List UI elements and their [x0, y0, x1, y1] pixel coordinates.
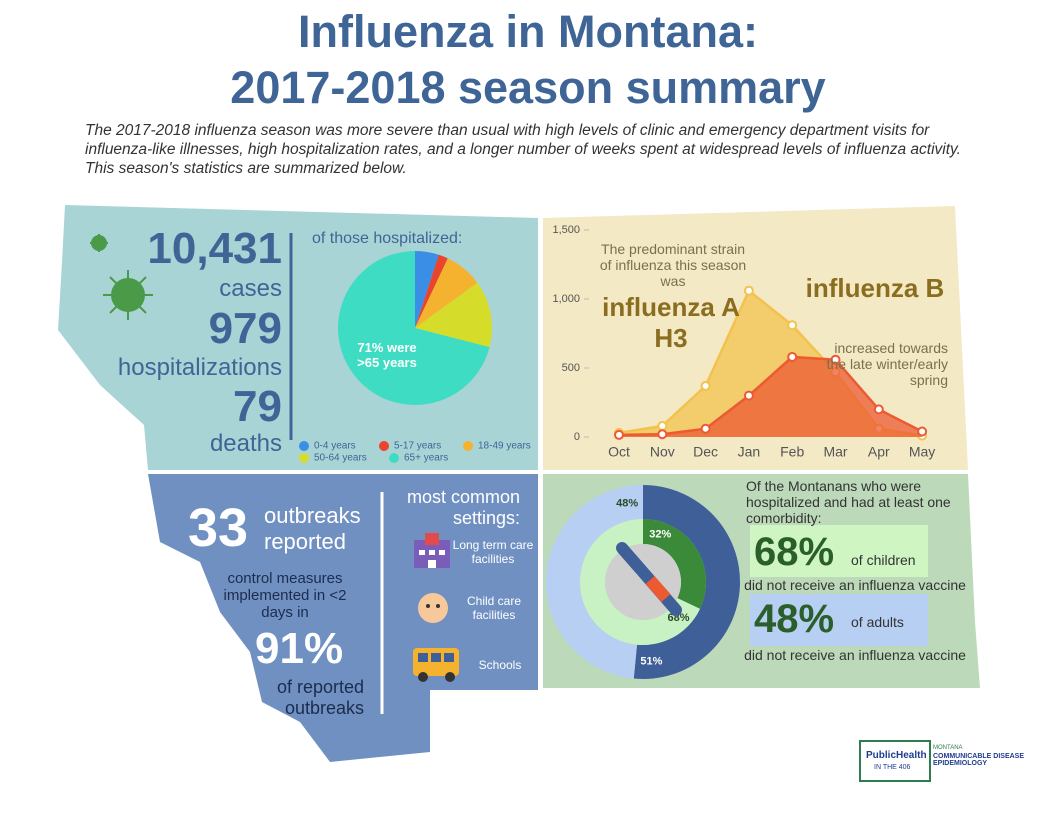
- pie-annotation: 71% were >65 years: [357, 340, 417, 370]
- legend-swatch: [379, 441, 389, 451]
- logo-name: PublicHealth: [866, 750, 927, 761]
- hospitalizations: 979: [208, 304, 282, 353]
- deaths: 79: [233, 382, 282, 431]
- title: 2017-2018 season summary: [230, 62, 826, 113]
- baby-icon: [418, 593, 448, 623]
- adults-note: did not receive an influenza vaccine: [744, 647, 966, 663]
- setting: Long term care facilities: [452, 538, 534, 566]
- bus-icon: [413, 648, 459, 682]
- annotation: influenza A H3: [602, 292, 740, 353]
- cases: 10,431: [147, 224, 282, 273]
- area: [619, 356, 923, 437]
- annotation: increased towards the late winter/early …: [826, 340, 948, 388]
- legend-swatch: [299, 453, 309, 463]
- legend-label: 5-17 years: [394, 441, 441, 452]
- marker: [743, 285, 754, 296]
- donut-segment: [580, 519, 701, 645]
- control-label: of reported outbreaks: [276, 677, 364, 718]
- children-label: of children: [851, 552, 916, 568]
- logo-tagline: IN THE 406: [874, 764, 911, 771]
- donut-segment: [545, 485, 643, 679]
- marker: [657, 429, 668, 440]
- children-percent: 68%: [754, 530, 835, 574]
- x-tick-label: Feb: [780, 444, 804, 460]
- x-tick-label: Nov: [650, 444, 675, 460]
- marker: [657, 420, 668, 431]
- control-text: control measures implemented in <2 days …: [223, 570, 347, 621]
- label: deaths: [209, 430, 282, 457]
- marker: [787, 351, 798, 362]
- adults-percent: 48%: [754, 597, 835, 641]
- marker: [917, 426, 928, 437]
- legend-swatch: [389, 453, 399, 463]
- children-box: [750, 525, 928, 577]
- syringe-icon: [616, 542, 682, 616]
- hospital-icon: [414, 533, 450, 568]
- logo-mark: [859, 740, 931, 782]
- pie-slice: [415, 258, 478, 328]
- pie-slice: [415, 282, 492, 348]
- marker: [830, 354, 841, 365]
- marker: [700, 423, 711, 434]
- donut-label: 48%: [616, 498, 638, 510]
- control-percent: 91%: [255, 624, 344, 673]
- x-tick-label: Oct: [608, 444, 630, 460]
- x-tick-label: Mar: [823, 444, 847, 460]
- y-tick-label: 500: [562, 362, 580, 374]
- x-tick-label: Dec: [693, 444, 718, 460]
- outbreak-count: 33: [188, 498, 249, 558]
- logo-program: COMMUNICABLE DISEASE EPIDEMIOLOGY: [933, 753, 1025, 767]
- y-tick-label: 1,500: [552, 224, 580, 236]
- pie-slice: [338, 251, 490, 406]
- adults-label: of adults: [851, 614, 904, 630]
- logo-state: MONTANA: [933, 745, 963, 751]
- annotation: The predominant strain of influenza this…: [599, 241, 747, 289]
- children-note: did not receive an influenza vaccine: [744, 577, 966, 593]
- marker: [873, 404, 884, 415]
- line: [618, 355, 923, 437]
- legend-label: 18-49 years: [478, 441, 531, 452]
- legend-label: 65+ years: [404, 453, 448, 464]
- intro: The 2017-2018 influenza season was more …: [85, 122, 961, 177]
- legend-swatch: [463, 441, 473, 451]
- pie-slice: [415, 251, 439, 328]
- donut-segment: [633, 485, 741, 679]
- marker: [700, 380, 711, 391]
- setting: Child care facilities: [466, 594, 522, 622]
- setting: Schools: [478, 658, 522, 672]
- marker: [614, 429, 624, 440]
- outbreak-label: outbreaks reported: [264, 503, 361, 554]
- syringe-icon: [645, 576, 671, 602]
- x-tick-label: Apr: [868, 444, 890, 460]
- comorbidity-intro: Of the Montanans who were hospitalized a…: [746, 478, 951, 526]
- label: cases: [219, 275, 282, 302]
- label: hospitalizations: [117, 354, 282, 381]
- settings-title: most common settings:: [406, 487, 520, 528]
- marker: [787, 320, 798, 331]
- marker: [743, 390, 754, 401]
- donut-label: 51%: [640, 655, 662, 667]
- annotation: influenza B: [805, 273, 945, 303]
- y-tick-label: 1,000: [552, 293, 580, 305]
- title: Influenza in Montana:: [298, 6, 758, 57]
- legend-label: 50-64 years: [314, 453, 367, 464]
- x-tick-label: Jan: [738, 444, 761, 460]
- donut-label: 32%: [649, 528, 671, 540]
- pie-title: of those hospitalized:: [312, 230, 463, 247]
- y-tick-label: 0: [574, 431, 580, 443]
- pie-slice: [415, 254, 448, 328]
- legend-swatch: [299, 441, 309, 451]
- legend-label: 0-4 years: [314, 441, 356, 452]
- x-tick-label: May: [909, 444, 935, 460]
- adults-box: [750, 594, 928, 646]
- donut-segment: [643, 519, 707, 609]
- virus-icon: [90, 234, 153, 320]
